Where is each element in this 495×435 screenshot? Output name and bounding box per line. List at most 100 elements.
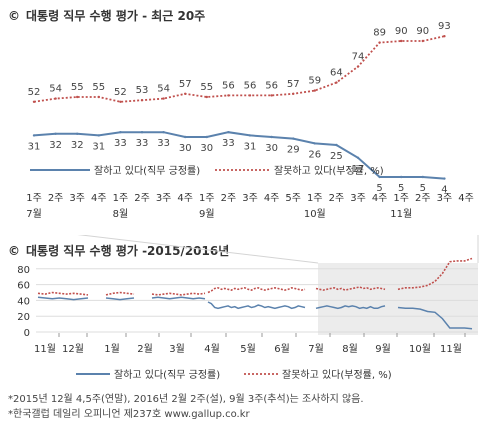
data-label: 30 <box>265 143 278 154</box>
x-month-label: 7월 <box>26 208 42 220</box>
data-point <box>54 132 57 135</box>
x-tick-label: 1주 <box>307 193 323 204</box>
data-point <box>335 81 338 84</box>
data-label: 33 <box>136 138 149 149</box>
x-tick-label: 9월 <box>375 343 391 355</box>
x-tick-label: 1주 <box>393 193 409 204</box>
footnotes: *2015년 12월 4,5주(연말), 2016년 2월 2주(설), 9월 … <box>8 392 488 422</box>
data-label: 55 <box>71 82 84 93</box>
x-tick-label: 3주 <box>69 193 85 204</box>
series-1-segment <box>315 286 386 291</box>
data-label: 30 <box>179 143 192 154</box>
x-tick-label: 2주 <box>221 193 237 204</box>
series-0-segment <box>397 306 473 330</box>
data-point <box>119 100 122 104</box>
data-point <box>119 131 122 134</box>
data-point <box>292 92 295 96</box>
x-month-label: 10월 <box>304 208 326 220</box>
x-tick-label: 11월 <box>440 343 462 355</box>
data-label: 31 <box>28 141 41 152</box>
data-label: 93 <box>438 21 451 32</box>
data-point <box>292 137 295 140</box>
data-label: 4 <box>441 185 447 196</box>
legend-label-approve: 잘하고 있다(직무 긍정률) <box>94 164 200 177</box>
data-label: 90 <box>416 26 429 37</box>
data-label: 5 <box>376 183 382 194</box>
data-label: 29 <box>287 145 300 156</box>
data-point <box>313 142 316 145</box>
data-label: 31 <box>244 141 257 152</box>
data-label: 56 <box>265 80 278 91</box>
data-label: 33 <box>114 138 127 149</box>
x-tick-label: 3주 <box>437 193 453 204</box>
data-label: 55 <box>92 82 105 93</box>
footnote-source: *한국갤럽 데일리 오피니언 제237호 www.gallup.co.kr <box>8 409 250 420</box>
data-point <box>227 131 230 134</box>
data-point <box>400 39 403 43</box>
x-month-label: 9월 <box>199 208 215 220</box>
series-0-segment <box>37 296 89 301</box>
y-tick-label: 20 <box>17 312 30 323</box>
series-line-0 <box>33 131 445 180</box>
x-tick-label: 4주 <box>177 193 193 204</box>
data-point <box>54 97 57 100</box>
series-1-segment <box>151 292 206 296</box>
data-point <box>335 143 338 147</box>
data-point <box>400 175 403 179</box>
data-label: 26 <box>308 149 321 160</box>
data-label: 56 <box>244 80 257 91</box>
data-point <box>184 92 187 96</box>
legend-label-approve: 잘하고 있다(직무 긍정률) <box>114 368 220 381</box>
data-label: 25 <box>330 151 343 162</box>
data-label: 55 <box>200 82 213 93</box>
x-tick-label: 8월 <box>342 343 358 355</box>
data-label: 30 <box>200 143 213 154</box>
2015-2016-chart: © 대통령 직무 수행 평가 -2015/2016년 0 20 40 60 80 11월… <box>8 235 479 381</box>
legend-label-disapprove: 잘못하고 있다(부정률, %) <box>282 368 392 381</box>
series-1-segment <box>105 291 135 296</box>
y-tick-label: 60 <box>17 281 30 292</box>
chart1-title: 대통령 직무 수행 평가 - 최근 20주 <box>26 8 205 23</box>
data-label: 53 <box>136 85 149 96</box>
series-line-1 <box>33 35 445 103</box>
data-label: 89 <box>373 28 386 39</box>
x-tick-label: 3주 <box>156 193 172 204</box>
series-0-segment <box>151 296 206 300</box>
data-point <box>421 39 424 43</box>
x-tick-label: 11월 <box>34 343 56 355</box>
recent-20-weeks-chart: © 대통령 직무 수행 평가 - 최근 20주 31 32 32 31 33 33 33 30… <box>8 8 474 220</box>
highlight-last-20-weeks <box>318 263 478 335</box>
data-point <box>205 95 208 99</box>
data-point <box>378 41 381 44</box>
series-1-segment <box>397 257 473 291</box>
y-tick-label: 0 <box>24 328 30 339</box>
data-point <box>313 89 316 92</box>
x-tick-label: 2월 <box>137 343 153 355</box>
data-label: 5 <box>420 183 426 194</box>
data-label: 57 <box>287 79 300 90</box>
data-point <box>162 97 165 100</box>
x-tick-label: 1주 <box>199 193 215 204</box>
data-point <box>421 175 424 179</box>
data-point <box>76 95 79 99</box>
series-0-segment <box>105 297 135 301</box>
data-label: 59 <box>308 76 321 87</box>
data-label: 33 <box>157 138 170 149</box>
data-label: 56 <box>222 80 235 91</box>
data-point <box>248 134 252 137</box>
x-tick-label: 5주 <box>285 193 301 204</box>
data-label: 5 <box>398 183 404 194</box>
x-tick-label: 7월 <box>308 343 324 355</box>
data-point <box>32 100 36 104</box>
y-tick-label: 80 <box>17 265 30 276</box>
x-tick-label: 1월 <box>104 343 120 355</box>
x-tick-label: 12월 <box>62 343 84 355</box>
x-tick-label: 3월 <box>169 343 185 355</box>
x-tick-label: 2주 <box>415 193 431 204</box>
data-point <box>248 94 252 97</box>
data-point <box>378 175 381 179</box>
data-label: 32 <box>71 140 84 151</box>
data-label: 64 <box>330 68 343 79</box>
x-tick-label: 2주 <box>329 193 345 204</box>
legend-label-disapprove: 잘못하고 있다(부정률, %) <box>274 164 384 177</box>
